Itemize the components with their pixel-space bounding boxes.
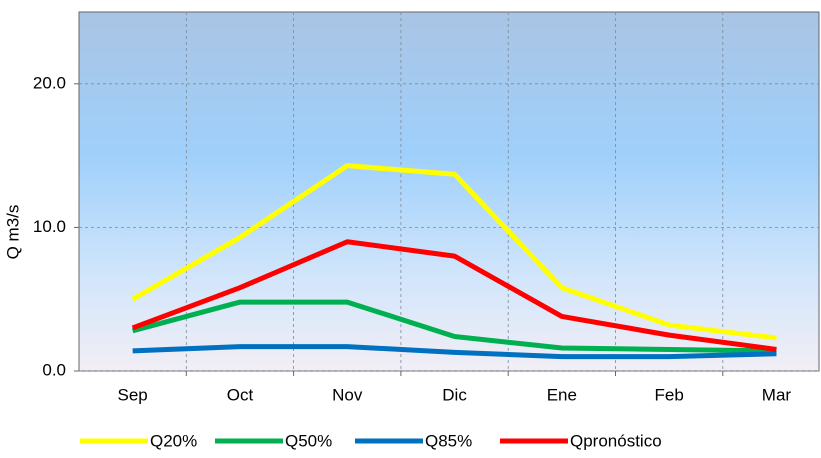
series-line [131, 239, 777, 352]
y-tick-label: 20.0 [33, 73, 66, 92]
x-tick-label: Ene [547, 385, 577, 404]
x-tick-label: Feb [655, 385, 684, 404]
series-line [132, 344, 777, 360]
legend-label: Q50% [285, 431, 332, 450]
legend-label: Q85% [425, 431, 472, 450]
legend-label: Q20% [150, 431, 197, 450]
series-line [131, 163, 777, 341]
x-tick-label: Mar [762, 385, 792, 404]
y-tick-label: 10.0 [33, 217, 66, 236]
x-tick-label: Nov [332, 385, 363, 404]
legend-label: Qpronóstico [570, 431, 662, 450]
y-tick-label: 0.0 [42, 360, 66, 379]
series-line [132, 299, 777, 354]
y-axis-label: Q m3/s [3, 205, 22, 260]
x-tick-label: Sep [118, 385, 148, 404]
x-tick-label: Oct [227, 385, 254, 404]
x-tick-label: Dic [442, 385, 467, 404]
